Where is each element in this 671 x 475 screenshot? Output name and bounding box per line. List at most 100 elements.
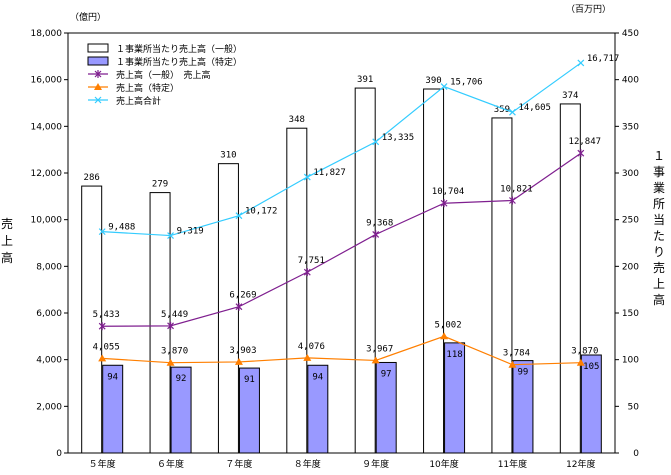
- line-value-label: 10,172: [245, 207, 278, 217]
- line-marker: [303, 268, 311, 277]
- left-axis-unit: （億円）: [70, 11, 106, 23]
- bar: [375, 361, 397, 454]
- left-axis-title-char: 上: [1, 234, 13, 248]
- right-axis-tick-label: 300: [622, 169, 639, 179]
- bar: [444, 342, 466, 454]
- line-value-label: 3,784: [503, 349, 530, 359]
- legend-label: １事業所当たり売上高（一般）: [116, 43, 242, 55]
- line-marker: [94, 83, 102, 90]
- line-marker: [371, 356, 380, 364]
- line-value-label: 13,335: [382, 133, 415, 143]
- left-axis-tick-label: 18,000: [31, 29, 63, 39]
- line-marker: [94, 70, 102, 78]
- bar: [170, 366, 192, 454]
- line-value-label: 10,704: [432, 187, 465, 197]
- line-marker: [235, 212, 243, 220]
- category-label: ５年度: [89, 458, 116, 470]
- line-value-label: 5,449: [161, 310, 188, 320]
- right-axis-title-char: 事: [653, 165, 665, 179]
- line-value-label: 4,055: [93, 342, 120, 352]
- legend-label: １事業所当たり売上高（特定）: [116, 56, 242, 68]
- legend-swatch: [87, 56, 109, 66]
- bar: [81, 185, 103, 454]
- bar: [491, 117, 513, 454]
- right-axis-title-char: 高: [653, 292, 665, 307]
- left-axis-tick-label: 0: [56, 449, 62, 459]
- left-axis-tick-label: 8,000: [36, 262, 62, 272]
- right-axis-tick-label: 200: [622, 262, 639, 272]
- right-axis-tick-label: 400: [622, 76, 639, 86]
- category-label: ８年度: [294, 458, 321, 470]
- line-marker: [98, 322, 106, 331]
- line-value-label: 6,269: [229, 291, 256, 301]
- right-axis-tick-label: 350: [622, 122, 639, 132]
- right-axis-title-char: 所: [653, 197, 665, 211]
- bar-value-label: 374: [562, 91, 578, 101]
- bar: [559, 103, 581, 454]
- right-axis-unit: （百万円）: [566, 4, 611, 15]
- right-axis-title-char: 当: [653, 213, 665, 227]
- plot-frame: [67, 32, 616, 454]
- line-value-label: 16,717: [587, 54, 620, 64]
- line-value-label: 7,751: [298, 256, 325, 266]
- bar-value-label: 390: [425, 76, 441, 86]
- legend-label: 売上高（特定）: [116, 82, 179, 94]
- bar-value-label: 348: [289, 115, 305, 125]
- bar-value-label: 94: [107, 372, 118, 382]
- right-axis-title-char: 業: [653, 181, 665, 195]
- line-value-label: 3,967: [366, 344, 393, 354]
- right-axis-title-char: 上: [653, 277, 665, 291]
- left-axis-title-char: 高: [1, 250, 13, 265]
- bar-value-label: 105: [583, 362, 599, 372]
- bar-value-label: 286: [84, 173, 100, 183]
- line-value-label: 12,847: [569, 137, 602, 147]
- series-line: [102, 62, 582, 237]
- bar-value-label: 391: [357, 75, 373, 85]
- line-marker: [440, 199, 448, 208]
- right-axis-title-char: り: [653, 245, 665, 259]
- bar-value-label: 279: [152, 180, 168, 190]
- line-marker: [167, 321, 174, 330]
- line-value-label: 9,368: [366, 218, 393, 228]
- left-axis-tick-label: 4,000: [36, 356, 62, 366]
- bar: [307, 364, 329, 454]
- legend-label: 売上高（一般） 売上高: [116, 69, 211, 81]
- line-marker: [509, 108, 516, 116]
- right-axis-title-char: 売: [653, 260, 665, 275]
- bar: [217, 163, 239, 454]
- right-axis-tick-label: 50: [628, 402, 640, 412]
- right-axis-tick-label: 450: [622, 29, 639, 39]
- left-axis-tick-label: 16,000: [31, 76, 63, 86]
- bar-value-label: 118: [446, 350, 462, 360]
- line-marker: [166, 358, 175, 366]
- line-value-label: 14,605: [518, 103, 551, 113]
- bar-value-label: 91: [244, 375, 255, 385]
- line-marker: [577, 59, 585, 67]
- left-axis-tick-label: 2,000: [36, 402, 62, 412]
- legend-label: 売上高合計: [116, 95, 161, 107]
- right-axis-tick-label: 150: [622, 309, 639, 319]
- right-axis-tick-label: 100: [622, 356, 639, 366]
- line-value-label: 3,903: [229, 346, 256, 356]
- bar: [149, 192, 171, 454]
- bar: [286, 127, 308, 454]
- line-marker: [440, 332, 449, 340]
- line-marker: [576, 358, 585, 366]
- left-axis-tick-label: 14,000: [31, 122, 63, 132]
- legend-swatch: [87, 43, 109, 53]
- line-value-label: 4,076: [298, 342, 325, 352]
- line-value-label: 3,870: [571, 347, 598, 357]
- line-marker: [167, 232, 174, 239]
- category-label: 11年度: [498, 458, 527, 470]
- right-axis-tick-label: 0: [633, 449, 639, 459]
- series-line: [102, 335, 581, 366]
- legend-box: [86, 40, 282, 111]
- left-axis-tick-label: 12,000: [31, 169, 63, 179]
- bar-value-label: 99: [518, 368, 529, 378]
- bar: [423, 88, 445, 454]
- bar-value-label: 94: [312, 372, 323, 382]
- right-axis-title-char: た: [653, 229, 665, 243]
- line-marker: [94, 96, 102, 104]
- bar-value-label: 310: [220, 151, 236, 161]
